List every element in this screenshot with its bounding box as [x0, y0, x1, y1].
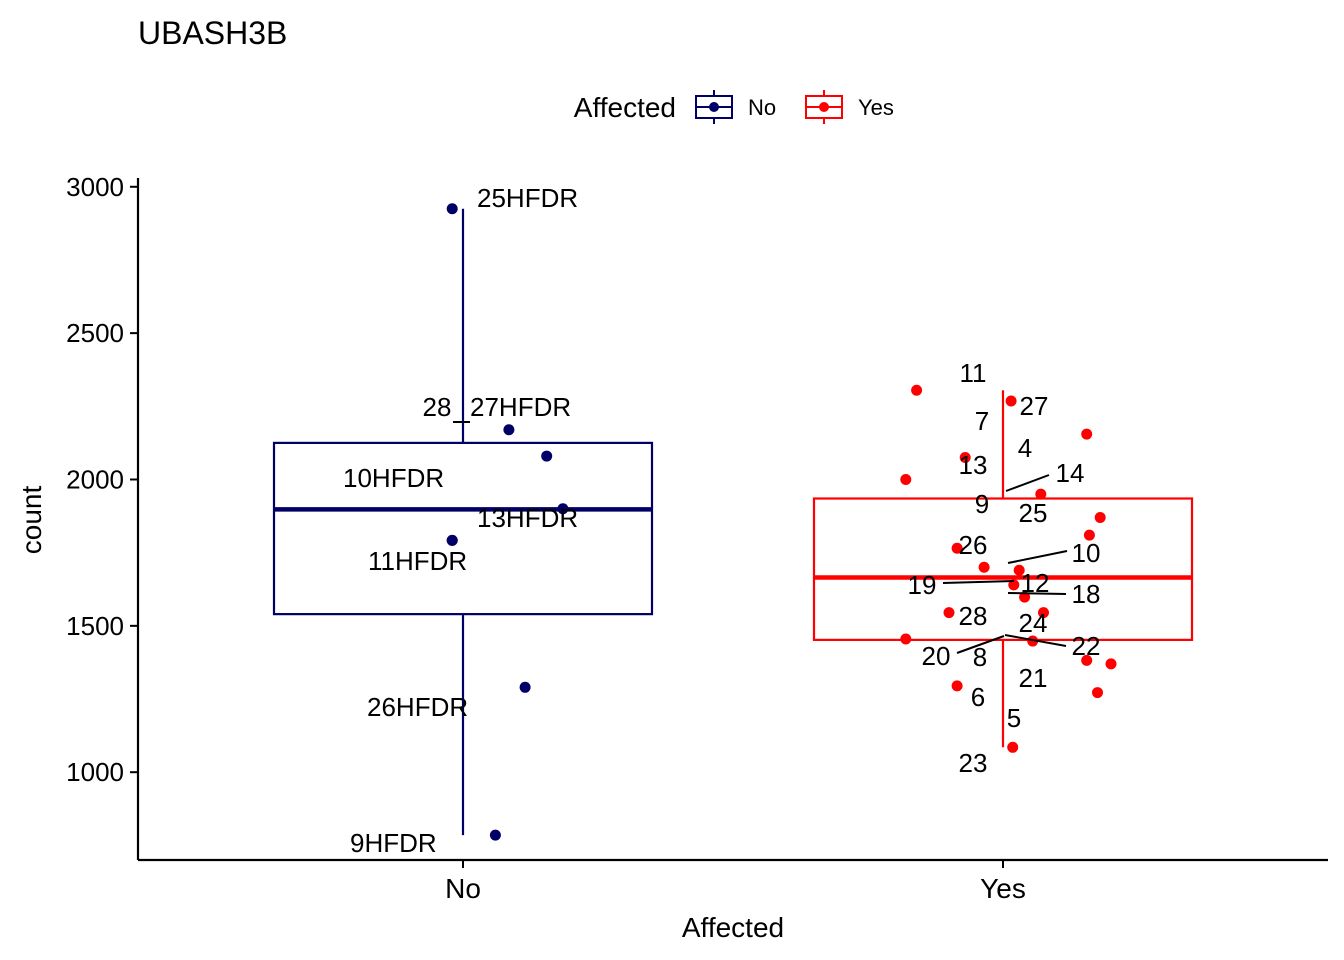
- data-point: [1005, 395, 1017, 407]
- point-label: 13: [959, 450, 988, 480]
- data-point: [1027, 635, 1039, 647]
- point-label: 5: [1007, 703, 1021, 733]
- data-point: [911, 384, 923, 396]
- label-leader-line: [1007, 550, 1068, 564]
- points: [446, 203, 1117, 841]
- axes: 1000 1500 2000 2500 3000 No Yes: [66, 172, 1328, 904]
- data-point: [1083, 529, 1095, 541]
- data-point: [951, 680, 963, 692]
- data-point: [1035, 488, 1047, 500]
- point-label: 13HFDR: [477, 503, 578, 533]
- data-point: [943, 607, 955, 619]
- label-leader-line: [1007, 592, 1067, 595]
- point-labels: 25HFDR 27HFDR 28 13HFDR 11HFDR 10HFDR 26HFDR 9H…: [343, 183, 1100, 858]
- y-tick-label: 1000: [66, 757, 124, 787]
- point-label: 26: [959, 530, 988, 560]
- legend-title: Affected: [574, 92, 676, 123]
- point-label: 9: [975, 489, 989, 519]
- legend-label: No: [748, 95, 776, 120]
- label-leader-line: [1005, 474, 1050, 492]
- point-label: 7: [975, 406, 989, 436]
- data-point: [1105, 658, 1117, 670]
- data-point: [959, 452, 971, 464]
- chart-title: UBASH3B: [138, 15, 287, 51]
- x-tick-label: No: [445, 873, 481, 904]
- point-label: 25: [1019, 498, 1048, 528]
- point-label: 27HFDR: [470, 392, 571, 422]
- point-label: 28: [959, 601, 988, 631]
- point-label: 19: [908, 570, 937, 600]
- legend-key-point: [709, 102, 719, 112]
- data-point: [1081, 654, 1093, 666]
- point-label: 18: [1072, 579, 1101, 609]
- point-label: 21: [1019, 663, 1048, 693]
- y-axis-label: count: [16, 486, 47, 555]
- data-point: [519, 681, 531, 693]
- data-point: [1007, 741, 1019, 753]
- data-point: [900, 473, 912, 485]
- point-label: 6: [971, 682, 985, 712]
- data-point: [1094, 512, 1106, 524]
- data-point: [1008, 579, 1020, 591]
- point-label: 12: [1021, 568, 1050, 598]
- point-label: 10HFDR: [343, 463, 444, 493]
- data-point: [900, 633, 912, 645]
- point-label: 26HFDR: [367, 692, 468, 722]
- point-label: 22: [1072, 631, 1101, 661]
- data-point: [951, 542, 963, 554]
- data-point: [1019, 591, 1031, 603]
- data-point: [446, 203, 458, 215]
- box: [272, 441, 654, 616]
- data-point: [557, 503, 569, 515]
- data-point: [1013, 564, 1025, 576]
- point-label: 27: [1020, 391, 1049, 421]
- box: [812, 497, 1194, 641]
- data-point: [541, 450, 553, 462]
- point-label: 24: [1019, 608, 1048, 638]
- x-tick-label: Yes: [980, 873, 1026, 904]
- data-point: [446, 534, 458, 546]
- data-point: [1038, 607, 1049, 619]
- point-label: 9HFDR: [350, 828, 437, 858]
- label-leader-line: [1004, 634, 1067, 647]
- point-label: 8: [973, 642, 987, 672]
- point-label: 4: [1018, 433, 1032, 463]
- legend: Affected No Yes: [574, 90, 894, 124]
- data-point: [503, 424, 515, 436]
- label-leader-line: [942, 580, 1015, 584]
- point-label: 14: [1056, 458, 1085, 488]
- boxes: [272, 208, 1194, 836]
- y-tick-label: 2000: [66, 464, 124, 494]
- y-tick-label: 1500: [66, 611, 124, 641]
- point-label: 28: [423, 392, 452, 422]
- point-label: 11HFDR: [368, 546, 467, 576]
- y-tick-label: 2500: [66, 318, 124, 348]
- data-point: [978, 561, 990, 573]
- x-axis-label: Affected: [682, 912, 784, 943]
- point-label: 11: [960, 358, 987, 388]
- point-label: 10: [1072, 538, 1101, 568]
- label-leader-line: [956, 635, 1005, 654]
- legend-key-point: [819, 102, 829, 112]
- data-point: [489, 829, 501, 841]
- point-label: 25HFDR: [477, 183, 578, 213]
- y-tick-label: 3000: [66, 172, 124, 202]
- point-label: 20: [922, 641, 951, 671]
- data-point: [1081, 428, 1093, 440]
- data-point: [1092, 687, 1103, 699]
- legend-label: Yes: [858, 95, 894, 120]
- point-label: 23: [959, 748, 988, 778]
